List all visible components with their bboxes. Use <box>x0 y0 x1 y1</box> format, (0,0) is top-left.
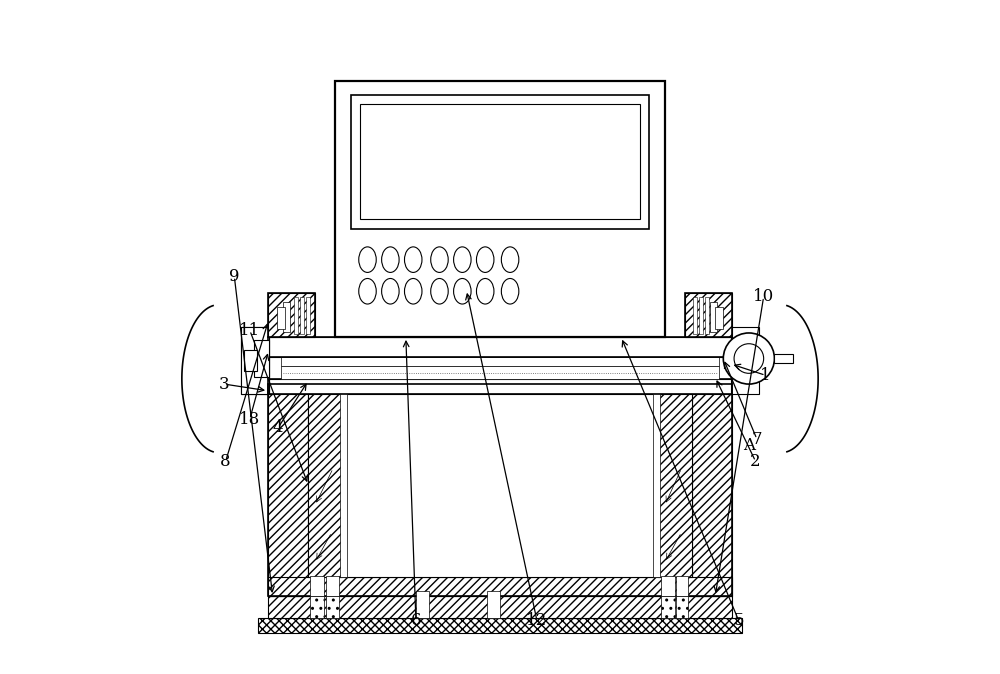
Bar <box>699 297 703 334</box>
Text: 7: 7 <box>752 431 762 448</box>
Bar <box>310 596 324 618</box>
Bar <box>268 379 732 394</box>
Bar <box>326 596 339 618</box>
Bar <box>658 394 692 577</box>
Text: 4: 4 <box>273 419 283 436</box>
Ellipse shape <box>404 247 422 272</box>
Bar <box>268 293 315 337</box>
Text: 10: 10 <box>753 288 774 305</box>
Bar <box>661 596 675 618</box>
Bar <box>685 293 732 337</box>
Text: 8: 8 <box>220 453 231 470</box>
Bar <box>283 302 290 332</box>
Text: A: A <box>743 437 755 454</box>
Text: 1: 1 <box>760 367 771 384</box>
Bar <box>676 596 688 618</box>
Bar <box>258 618 742 633</box>
Bar <box>487 591 500 618</box>
Ellipse shape <box>454 278 471 304</box>
Ellipse shape <box>454 247 471 272</box>
Text: 2: 2 <box>750 453 761 470</box>
Ellipse shape <box>359 247 376 272</box>
Bar <box>268 384 308 596</box>
Ellipse shape <box>359 278 376 304</box>
Bar <box>676 576 688 596</box>
Bar <box>705 297 709 334</box>
Bar <box>308 394 342 577</box>
Text: 9: 9 <box>229 268 240 285</box>
Ellipse shape <box>501 278 519 304</box>
Ellipse shape <box>404 278 422 304</box>
Bar <box>340 394 347 577</box>
Text: 18: 18 <box>239 410 260 427</box>
Bar <box>277 307 285 329</box>
Bar <box>310 576 324 596</box>
Text: 6: 6 <box>411 613 421 630</box>
Bar <box>268 337 732 357</box>
Bar <box>326 576 339 596</box>
Text: 11: 11 <box>239 321 260 339</box>
Bar <box>360 104 640 219</box>
Bar <box>416 591 429 618</box>
Bar <box>731 340 746 377</box>
Ellipse shape <box>382 278 399 304</box>
Circle shape <box>723 333 774 384</box>
Bar <box>306 297 310 334</box>
Bar <box>710 302 717 332</box>
Circle shape <box>734 344 764 373</box>
Bar <box>294 297 298 334</box>
Ellipse shape <box>382 247 399 272</box>
Bar <box>268 293 315 337</box>
Bar <box>731 327 759 394</box>
Bar <box>268 337 732 357</box>
Bar <box>692 384 732 596</box>
Bar <box>281 357 719 366</box>
Ellipse shape <box>476 247 494 272</box>
Text: 3: 3 <box>219 375 230 392</box>
Bar <box>268 379 732 394</box>
Bar <box>300 297 304 334</box>
Bar <box>244 350 257 371</box>
Ellipse shape <box>431 278 448 304</box>
Bar <box>743 350 756 371</box>
Bar <box>715 307 723 329</box>
Bar <box>351 95 649 229</box>
Bar <box>308 394 342 577</box>
Bar <box>268 577 732 596</box>
Bar <box>281 366 719 379</box>
Bar <box>693 297 697 334</box>
Ellipse shape <box>431 247 448 272</box>
Bar <box>254 340 269 377</box>
Bar <box>774 355 793 363</box>
Bar <box>268 384 732 596</box>
Text: 12: 12 <box>526 613 548 630</box>
Bar <box>685 293 732 337</box>
Ellipse shape <box>476 278 494 304</box>
Bar <box>345 394 655 577</box>
Bar <box>661 576 675 596</box>
Bar <box>658 394 692 577</box>
Text: 5: 5 <box>734 613 744 630</box>
Bar <box>268 596 732 618</box>
Bar <box>241 327 269 394</box>
Bar <box>653 394 660 577</box>
Bar <box>241 327 269 394</box>
Ellipse shape <box>501 247 519 272</box>
Bar <box>335 82 665 337</box>
